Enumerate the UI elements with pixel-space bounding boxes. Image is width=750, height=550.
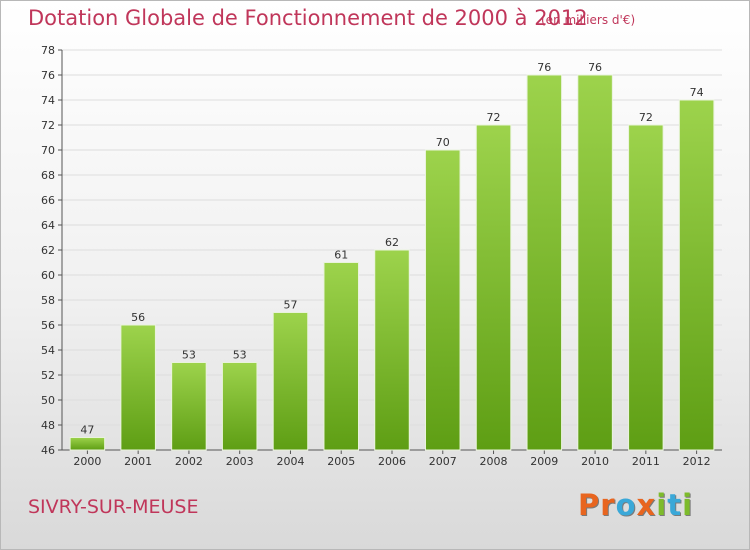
bar-value-label: 72 — [487, 111, 501, 124]
bar-value-label: 72 — [639, 111, 653, 124]
y-tick-label: 68 — [41, 169, 55, 182]
y-tick-label: 60 — [41, 269, 55, 282]
bar-value-label: 57 — [283, 299, 297, 312]
bar-2000[interactable] — [69, 437, 106, 451]
bar-2011[interactable] — [628, 124, 664, 451]
bar-value-label: 74 — [690, 86, 704, 99]
y-tick-label: 72 — [41, 119, 55, 132]
y-tick-label: 56 — [41, 319, 55, 332]
x-tick-label: 2012 — [683, 455, 711, 468]
bar-value-label: 76 — [588, 61, 602, 74]
brand-letter: i — [656, 488, 668, 522]
y-tick-label: 50 — [41, 394, 55, 407]
brand-letter: x — [636, 488, 657, 522]
brand-letter: i — [682, 488, 694, 522]
proxiti-logo[interactable]: Proxiti — [578, 488, 693, 522]
brand-letter: P — [578, 488, 601, 522]
brand-letter: o — [615, 488, 637, 522]
x-tick-label: 2009 — [530, 455, 558, 468]
x-tick-label: 2006 — [378, 455, 406, 468]
x-tick-label: 2002 — [175, 455, 203, 468]
x-tick-label: 2005 — [327, 455, 355, 468]
x-tick-label: 2007 — [429, 455, 457, 468]
y-tick-label: 78 — [41, 44, 55, 57]
y-tick-label: 58 — [41, 294, 55, 307]
chart-title: Dotation Globale de Fonctionnement de 20… — [28, 6, 588, 30]
y-tick-label: 64 — [41, 219, 55, 232]
chart-subtitle: (en milliers d'€) — [541, 13, 636, 27]
y-tick-label: 70 — [41, 144, 55, 157]
bar-value-label: 53 — [182, 349, 196, 362]
bar-2004[interactable] — [272, 312, 309, 451]
bar-2005[interactable] — [323, 262, 359, 451]
bar-value-label: 61 — [334, 249, 348, 262]
bar-2002[interactable] — [171, 362, 207, 451]
bar-value-label: 62 — [385, 236, 399, 249]
bar-2006[interactable] — [374, 249, 410, 451]
bar-value-label: 76 — [537, 61, 551, 74]
bar-value-label: 53 — [233, 349, 247, 362]
y-tick-label: 54 — [41, 344, 55, 357]
bar-2008[interactable] — [475, 124, 512, 451]
x-tick-label: 2004 — [276, 455, 304, 468]
y-tick-label: 48 — [41, 419, 55, 432]
bar-2001[interactable] — [120, 324, 156, 451]
x-tick-label: 2008 — [480, 455, 508, 468]
x-tick-label: 2003 — [226, 455, 254, 468]
x-tick-label: 2001 — [124, 455, 152, 468]
x-tick-labels: 2000 2001 2002 2003 2004 2005 2006 2007 2008 2009… — [73, 450, 711, 468]
y-tick-labels: 46 48 50 52 54 56 58 60 62 64 66 68 70 72 74 76 78 — [41, 44, 55, 457]
x-tick-label: 2000 — [73, 455, 101, 468]
bar-value-labels: 47 56 53 53 57 61 62 70 72 76 76 72 74 — [80, 61, 703, 437]
bar-2010[interactable] — [577, 74, 613, 451]
y-tick-label: 76 — [41, 69, 55, 82]
bar-2012[interactable] — [678, 99, 715, 451]
y-tick-label: 46 — [41, 444, 55, 457]
x-tick-label: 2011 — [632, 455, 660, 468]
commune-name: SIVRY-SUR-MEUSE — [28, 496, 199, 518]
bar-value-label: 70 — [436, 136, 450, 149]
y-tick-label: 52 — [41, 369, 55, 382]
y-tick-label: 74 — [41, 94, 55, 107]
bar-2009[interactable] — [526, 74, 563, 451]
bar-value-label: 56 — [131, 311, 145, 324]
brand-letter: t — [667, 488, 683, 522]
y-tick-label: 62 — [41, 244, 55, 257]
brand-letter: r — [600, 488, 616, 522]
bars — [69, 74, 715, 451]
bar-value-label: 47 — [80, 424, 94, 437]
bar-2007[interactable] — [425, 149, 461, 451]
y-tick-label: 66 — [41, 194, 55, 207]
x-tick-label: 2010 — [581, 455, 609, 468]
bar-2003[interactable] — [221, 362, 258, 451]
